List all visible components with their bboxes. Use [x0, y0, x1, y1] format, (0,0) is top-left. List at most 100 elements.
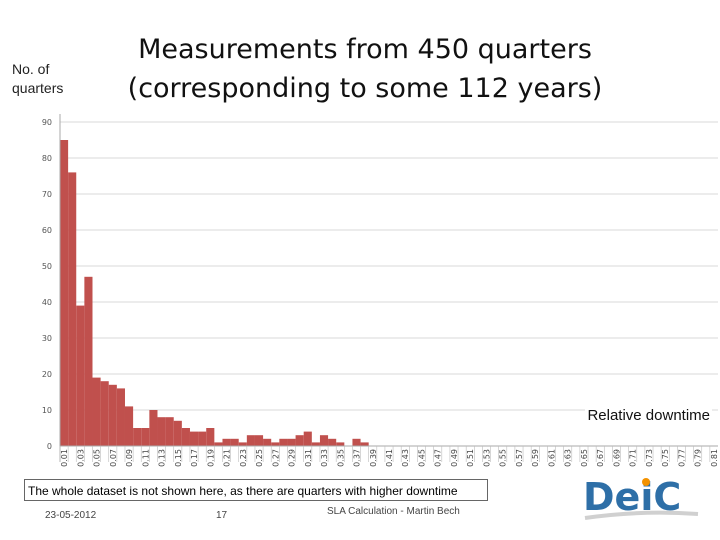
footer-presentation-title: SLA Calculation - Martin Bech: [327, 506, 460, 517]
x-tick-label: 0.61: [547, 449, 556, 467]
x-tick-label: 0.53: [482, 449, 491, 467]
y-tick-label: 50: [42, 262, 52, 271]
deic-logo: DeiC: [583, 475, 699, 520]
x-tick-label: 0.41: [385, 449, 394, 467]
footer-date: 23-05-2012: [45, 510, 97, 521]
y-tick-label: 20: [42, 370, 52, 379]
x-tick-label: 0.57: [515, 449, 524, 467]
bar: [254, 435, 264, 446]
x-tick-label: 0.27: [271, 449, 280, 467]
x-tick-label: 0.55: [499, 449, 508, 467]
x-tick-label: 0.49: [450, 449, 459, 467]
bar: [352, 438, 361, 446]
logo-swoosh: [584, 510, 699, 520]
y-tick-label: 10: [42, 406, 52, 415]
x-tick-label: 0.21: [223, 449, 232, 467]
bar: [279, 438, 288, 446]
bar: [92, 377, 101, 446]
x-tick-label: 0.09: [125, 449, 134, 467]
bar: [100, 381, 109, 446]
x-tick-label: 0.13: [158, 449, 167, 467]
chart-title: Measurements from 450 quarters: [138, 34, 592, 65]
x-tick-label: 0.11: [141, 449, 150, 467]
y-tick-label: 60: [42, 226, 52, 235]
x-tick-label: 0.05: [93, 449, 102, 467]
x-tick-label: 0.01: [60, 449, 69, 467]
x-tick-label: 0.47: [434, 449, 443, 467]
x-tick-label: 0.81: [710, 449, 719, 467]
y-axis-label: No. of quarters: [12, 61, 64, 96]
axes: 0 10 20 30 40 50 60 70 80 90 0.01 0.03 0.05 0.07 0.09 0…: [42, 114, 719, 467]
bar: [149, 410, 158, 446]
footer-page-number: 17: [216, 510, 228, 521]
bar: [230, 438, 239, 446]
x-tick-label: 0.65: [580, 449, 589, 467]
x-tick-label: 0.19: [206, 449, 215, 467]
bar: [108, 384, 117, 446]
bar: [173, 420, 182, 446]
bar: [76, 305, 85, 446]
bar: [287, 438, 296, 446]
bar: [311, 442, 320, 446]
bar: [141, 428, 150, 446]
x-tick-label: 0.37: [353, 449, 362, 467]
y-tick-label: 30: [42, 334, 52, 343]
x-tick-label: 0.07: [109, 449, 118, 467]
bars: [60, 140, 369, 446]
x-tick-label: 0.35: [336, 449, 345, 467]
x-tick-label: 0.31: [304, 449, 313, 467]
x-tick-label: 0.39: [369, 449, 378, 467]
bar: [165, 417, 174, 446]
bar: [246, 435, 255, 446]
bar: [124, 406, 134, 446]
bar: [157, 417, 166, 446]
bar: [238, 442, 247, 446]
x-tick-label: 0.45: [417, 449, 426, 467]
bar: [189, 431, 199, 446]
x-axis-label: Relative downtime: [585, 406, 712, 425]
x-tick-label: 0.75: [661, 449, 670, 467]
dataset-note: The whole dataset is not shown here, as …: [24, 479, 488, 501]
x-tick-label: 0.29: [288, 449, 297, 467]
y-tick-label: 90: [42, 118, 52, 127]
y-tick-label: 80: [42, 154, 52, 163]
x-tick-label: 0.25: [255, 449, 264, 467]
x-tick-label: 0.51: [466, 449, 475, 467]
gridlines: [60, 121, 718, 447]
x-tick-label: 0.59: [531, 449, 540, 467]
bar: [295, 435, 304, 446]
bar: [360, 442, 369, 446]
bar: [84, 276, 93, 446]
x-tick-label: 0.67: [596, 449, 605, 467]
bar: [198, 431, 207, 446]
x-tick-label: 0.79: [694, 449, 703, 467]
x-tick-label: 0.71: [629, 449, 638, 467]
x-tick-label: 0.63: [564, 449, 573, 467]
logo-dot: [642, 478, 650, 486]
logo-wordmark: DeiC: [583, 475, 681, 519]
bar: [181, 428, 190, 446]
bar: [263, 438, 272, 446]
x-tick-label: 0.15: [174, 449, 183, 467]
y-tick-label: 70: [42, 190, 52, 199]
bar: [319, 435, 329, 446]
bar: [68, 172, 77, 446]
x-tick-label: 0.03: [76, 449, 85, 467]
bar: [303, 431, 312, 446]
bar: [214, 442, 223, 446]
x-tick-label: 0.43: [401, 449, 410, 467]
x-tick-label: 0.33: [320, 449, 329, 467]
bar: [133, 428, 142, 446]
x-tick-label: 0.77: [677, 449, 686, 467]
x-tick-label: 0.73: [645, 449, 654, 467]
x-tick-label: 0.69: [612, 449, 621, 467]
y-tick-label: 0: [47, 442, 52, 451]
y-tick-label: 40: [42, 298, 52, 307]
x-tick-label: 0.17: [190, 449, 199, 467]
bar: [222, 438, 231, 446]
bar: [271, 442, 280, 446]
chart-subtitle: (corresponding to some 112 years): [127, 73, 603, 104]
bar: [116, 388, 125, 446]
bar: [328, 438, 337, 446]
